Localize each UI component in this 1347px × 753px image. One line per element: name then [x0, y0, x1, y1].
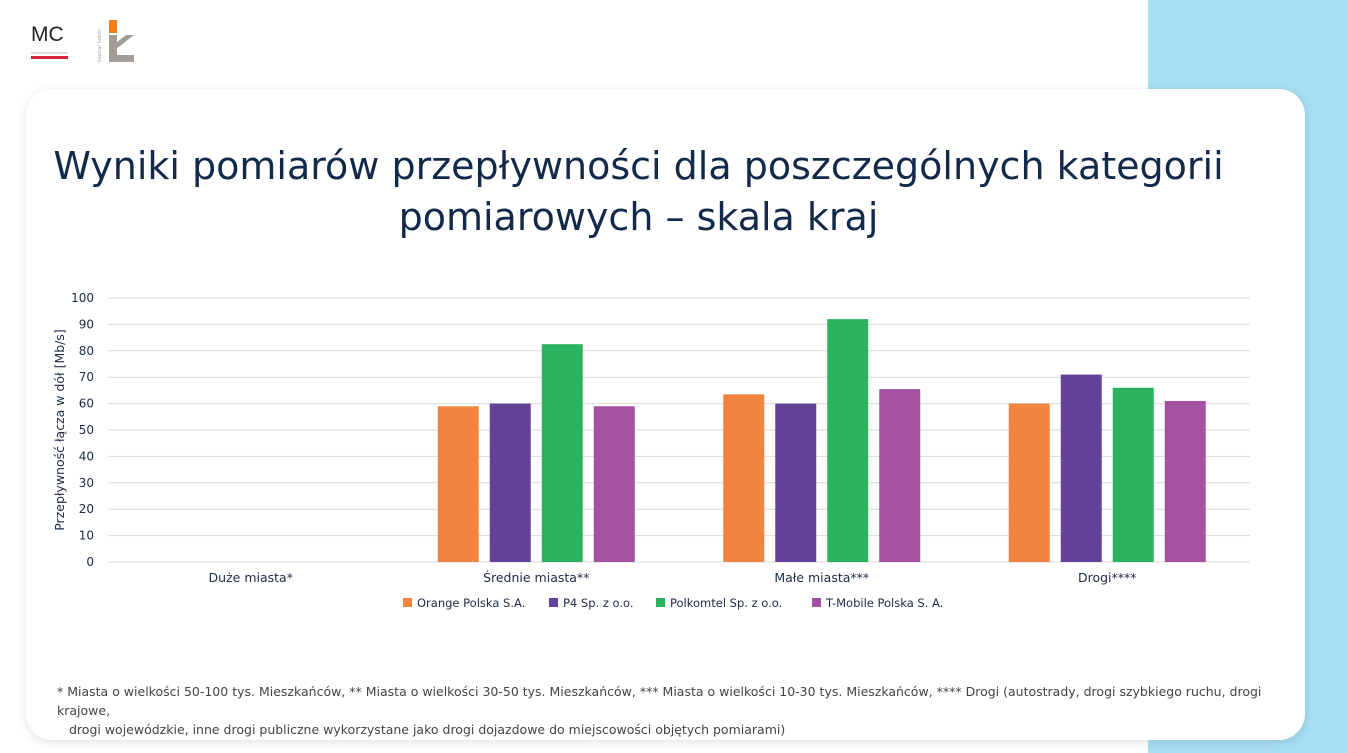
y-tick-label-80: 80	[79, 344, 94, 358]
y-tick-label-60: 60	[79, 397, 94, 411]
legend-swatch-0	[403, 598, 412, 607]
legend-label-2: Polkomtel Sp. z o.o.	[670, 596, 782, 610]
legend-swatch-1	[549, 598, 558, 607]
x-category-label-2: Małe miasta***	[774, 570, 869, 585]
y-tick-label-70: 70	[79, 370, 94, 384]
bar-3-3	[1164, 400, 1206, 562]
bar-3-0	[1008, 403, 1050, 562]
legend-label-0: Orange Polska S.A.	[417, 596, 525, 610]
mc-logo-red-stripe	[31, 56, 68, 59]
kl-logo-text: kapitał ludzki	[97, 29, 103, 62]
y-tick-label-20: 20	[79, 502, 94, 516]
kapital-ludzki-logo-icon: kapitał ludzki	[97, 20, 134, 62]
footnote-line-2: drogi wojewódzkie, inne drogi publiczne …	[69, 722, 786, 737]
x-category-label-0: Duże miasta*	[209, 570, 293, 585]
bar-2-0	[723, 394, 765, 562]
y-tick-label-50: 50	[79, 423, 94, 437]
legend-label-1: P4 Sp. z o.o.	[563, 596, 634, 610]
bar-1-3	[593, 406, 635, 562]
bar-1-1	[489, 403, 531, 562]
mc-logo-text: MC	[31, 23, 64, 46]
bar-chart: 0 10 20 30 40 50 60 70 80 90 100 Przepływność łącza…	[52, 291, 1250, 610]
y-tick-label-100: 100	[71, 291, 94, 305]
bar-2-1	[775, 403, 817, 562]
bar-2-2	[827, 319, 869, 562]
footnote: * Miasta o wielkości 50-100 tys. Mieszka…	[57, 682, 1292, 739]
legend-swatch-3	[812, 598, 821, 607]
page-title: Wyniki pomiarów przepływności dla poszcz…	[53, 144, 1224, 239]
bar-3-1	[1060, 374, 1102, 562]
bar-2-3	[879, 389, 921, 562]
y-tick-label-10: 10	[79, 529, 94, 543]
mc-logo-white-stripe	[31, 52, 68, 54]
y-axis-label: Przepływność łącza w dół [Mb/s]	[52, 329, 67, 531]
bar-1-0	[437, 406, 479, 562]
y-tick-label-0: 0	[86, 555, 94, 569]
legend-label-3: T-Mobile Polska S. A.	[825, 596, 943, 610]
kapital-ludzki-logo: kapitał ludzki	[96, 18, 138, 64]
mc-logo: MC	[31, 22, 71, 64]
bar-1-2	[541, 344, 583, 562]
legend-swatch-2	[656, 598, 665, 607]
y-tick-label-40: 40	[79, 449, 94, 463]
x-category-label-1: Średnie miasta**	[483, 570, 589, 585]
x-category-label-3: Drogi****	[1078, 570, 1137, 585]
y-tick-label-90: 90	[79, 317, 94, 331]
y-tick-label-30: 30	[79, 476, 94, 490]
bar-3-2	[1112, 387, 1154, 562]
footnote-line-1: * Miasta o wielkości 50-100 tys. Mieszka…	[57, 684, 1262, 718]
